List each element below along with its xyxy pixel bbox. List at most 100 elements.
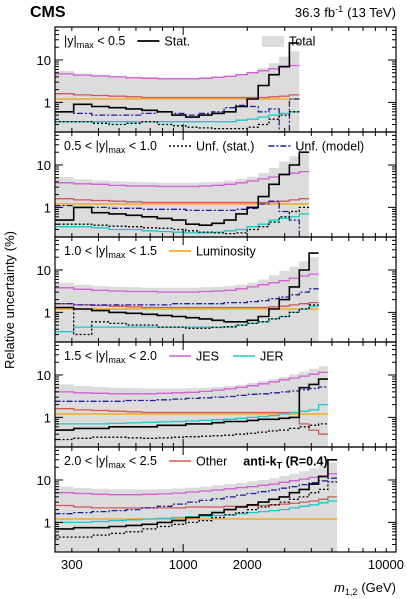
- y-tick-label: 10: [37, 473, 51, 488]
- panel-5: 1 10 2.0 < |y|max < 2.5 Other anti-kT (R=0.4…: [37, 446, 397, 553]
- rapidity-label-pre: 0.5 < |y|: [64, 139, 108, 153]
- series-other-panel-4: [55, 408, 328, 435]
- lumi-label: 36.3 fb-1 (13 TeV): [295, 4, 396, 20]
- series-unf-model-panel-4: [55, 386, 328, 402]
- jet-algorithm-label: anti-kT (R=0.4): [243, 455, 327, 471]
- rapidity-label-post: < 2.0: [125, 349, 157, 363]
- rapidity-label-sub: max: [108, 460, 126, 470]
- legend-label: Other: [196, 455, 227, 469]
- legend-label: Total: [289, 35, 315, 49]
- rapidity-label-sub: max: [108, 250, 126, 260]
- lumi-unit: fb: [324, 5, 335, 20]
- series-unf-model-panel-5: [55, 477, 338, 515]
- lumi-exponent: -1: [335, 4, 343, 14]
- series-unf-stat-panel-3: [55, 304, 319, 336]
- legend-lumi: Luminosity: [169, 245, 257, 259]
- legend-unf-model: Unf. (model): [268, 140, 364, 154]
- panel-4-plot: [55, 366, 328, 447]
- series-unf-model-panel-3: [55, 288, 319, 306]
- panel-2: 1 10 0.5 < |y|max < 1.0 Unf. (stat.) Unf. (m…: [37, 131, 397, 238]
- series-jes-panel-3: [55, 273, 319, 293]
- legend-total: Total: [262, 35, 315, 49]
- legend-stat: Stat.: [137, 35, 190, 49]
- x-tick-label: 2000: [233, 557, 262, 572]
- legend-label: Unf. (model): [295, 140, 364, 154]
- y-axis-title: Relative uncertainty (%): [2, 231, 17, 369]
- series-stat-panel-3: [55, 252, 319, 323]
- rapidity-label-pre: 2.0 < |y|: [64, 454, 108, 468]
- jet-algorithm-post: (R=0.4): [282, 455, 328, 469]
- series-total-panel-1: [55, 51, 300, 132]
- x-tick-label: 10000: [368, 557, 404, 572]
- legend-jer: JER: [232, 350, 284, 364]
- rapidity-label-sub: max: [77, 40, 95, 50]
- series-jer-panel-4: [55, 403, 328, 425]
- panel-4-rapidity-label: 1.5 < |y|max < 2.0: [64, 349, 157, 365]
- jet-algorithm-sub: T: [277, 461, 283, 471]
- series-unf-model-panel-1: [55, 98, 300, 132]
- series-jes-panel-1: [55, 64, 300, 80]
- legend-other: Other: [169, 455, 227, 469]
- x-axis-title-unit: (GeV): [361, 580, 396, 595]
- series-jes-panel-4: [55, 371, 328, 395]
- series-stat-panel-2: [55, 151, 310, 226]
- y-tick-label: 10: [37, 368, 51, 383]
- series-total-panel-2: [55, 152, 310, 237]
- panel-3-rapidity-label: 1.0 < |y|max < 1.5: [64, 244, 157, 260]
- series-unf-model-panel-2: [55, 200, 310, 237]
- panel-1-rapidity-label: |y|max < 0.5: [64, 34, 125, 50]
- legend-label: Luminosity: [196, 245, 256, 259]
- y-tick-label: 10: [37, 53, 51, 68]
- rapidity-label-post: < 2.5: [125, 454, 157, 468]
- panel-3: 1 10 1.0 < |y|max < 1.5 Luminosity: [37, 236, 397, 343]
- rapidity-label-post: < 1.0: [125, 139, 157, 153]
- panel-5-frame: [54, 446, 397, 553]
- x-axis-title-main: m: [334, 580, 345, 595]
- series-stat-panel-4: [55, 378, 328, 431]
- figure-header: CMS 36.3 fb-1 (13 TeV): [30, 4, 396, 21]
- rapidity-label-pre: |y|: [64, 34, 77, 48]
- lumi-value: 36.3: [295, 5, 320, 20]
- legend-label: Unf. (stat.): [196, 140, 254, 154]
- series-total-panel-4: [55, 366, 328, 447]
- x-axis-title: m1,2 (GeV): [334, 580, 396, 597]
- series-other-panel-3: [55, 301, 319, 309]
- panel-4: 1 10 1.5 < |y|max < 2.0 JES JER: [37, 341, 397, 448]
- series-unf-stat-panel-4: [55, 423, 328, 441]
- rapidity-label-pre: 1.5 < |y|: [64, 349, 108, 363]
- rapidity-label-sub: max: [108, 355, 126, 365]
- series-other-panel-2: [55, 198, 310, 204]
- rapidity-label-post: < 0.5: [94, 34, 126, 48]
- y-tick-label: 1: [44, 515, 51, 530]
- rapidity-label-post: < 1.5: [125, 244, 157, 258]
- series-unf-stat-panel-2: [55, 206, 310, 235]
- panel-2-plot: [55, 151, 310, 237]
- y-tick-label: 1: [44, 305, 51, 320]
- legend-label: JES: [196, 350, 219, 364]
- y-tick-label: 10: [37, 158, 51, 173]
- series-stat-panel-5: [55, 459, 338, 530]
- y-tick-label: 1: [44, 95, 51, 110]
- legend-jes: JES: [169, 350, 219, 364]
- panel-1: 1 10 |y|max < 0.5 Stat. Total: [37, 26, 397, 133]
- y-tick-label: 1: [44, 410, 51, 425]
- legend-swatch: [262, 36, 284, 47]
- panel-5-rapidity-label: 2.0 < |y|max < 2.5: [64, 454, 157, 470]
- series-stat-panel-1: [55, 42, 300, 118]
- legend-unf-stat: Unf. (stat.): [169, 140, 254, 154]
- legend-label: JER: [260, 350, 284, 364]
- series-jer-panel-1: [55, 111, 300, 123]
- rapidity-label-pre: 1.0 < |y|: [64, 244, 108, 258]
- series-unf-stat-panel-5: [55, 481, 338, 538]
- series-jes-panel-5: [55, 473, 338, 496]
- x-axis-title-sub: 1,2: [345, 587, 358, 597]
- rapidity-label-sub: max: [108, 145, 126, 155]
- x-tick-label: 1000: [169, 557, 198, 572]
- panel-5-plot: [55, 459, 338, 552]
- y-tick-label: 1: [44, 200, 51, 215]
- jet-algorithm-main: anti-k: [243, 455, 276, 469]
- panel-3-plot: [55, 252, 319, 342]
- series-jer-panel-5: [55, 500, 338, 524]
